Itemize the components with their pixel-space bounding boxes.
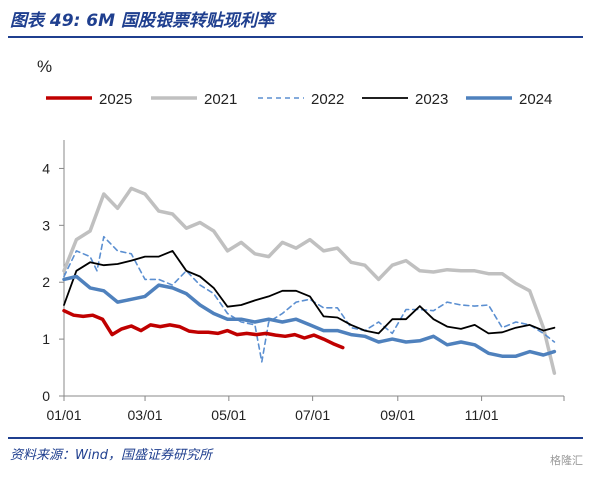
- x-tick-label: 11/01: [465, 407, 499, 423]
- legend-label-2024: 2024: [519, 91, 552, 108]
- source-note: 资料来源：Wind，国盛证券研究所: [10, 448, 212, 463]
- legend-label-2021: 2021: [204, 91, 237, 108]
- watermark: 格隆汇: [550, 454, 583, 467]
- series-lines: [62, 186, 557, 375]
- series-line-2024: [62, 274, 557, 358]
- chart-title: 图表 49: 6M 国股银票转贴现利率: [10, 11, 274, 31]
- x-tick-label: 03/01: [128, 407, 163, 423]
- y-tick-label: 2: [42, 274, 50, 290]
- y-tick-label: 4: [42, 160, 50, 176]
- y-tick-label: 0: [42, 388, 50, 404]
- x-tick-label: 05/01: [211, 407, 246, 423]
- series-line-2023: [63, 249, 556, 335]
- legend-label-2022: 2022: [311, 91, 344, 108]
- x-tick-label: 07/01: [295, 407, 330, 423]
- title-divider: [8, 36, 583, 38]
- footer-divider: [8, 437, 583, 439]
- x-tick-label: 09/01: [380, 407, 415, 423]
- y-tick-label: 1: [42, 331, 50, 347]
- series-line-2025: [62, 308, 345, 350]
- legend-label-2023: 2023: [415, 91, 448, 108]
- axes: 0 1 2 3 4 01/01 03/01 05/01 07/01 09/01 11/01: [42, 140, 565, 423]
- y-axis-unit: %: [37, 57, 52, 76]
- series-line-2022: [63, 235, 556, 363]
- series-line-2021: [62, 186, 557, 375]
- y-tick-label: 3: [42, 217, 50, 233]
- legend: 2025 2021 2022 2023 2024: [46, 91, 552, 108]
- x-tick-label: 01/01: [46, 407, 81, 423]
- legend-label-2025: 2025: [99, 91, 132, 108]
